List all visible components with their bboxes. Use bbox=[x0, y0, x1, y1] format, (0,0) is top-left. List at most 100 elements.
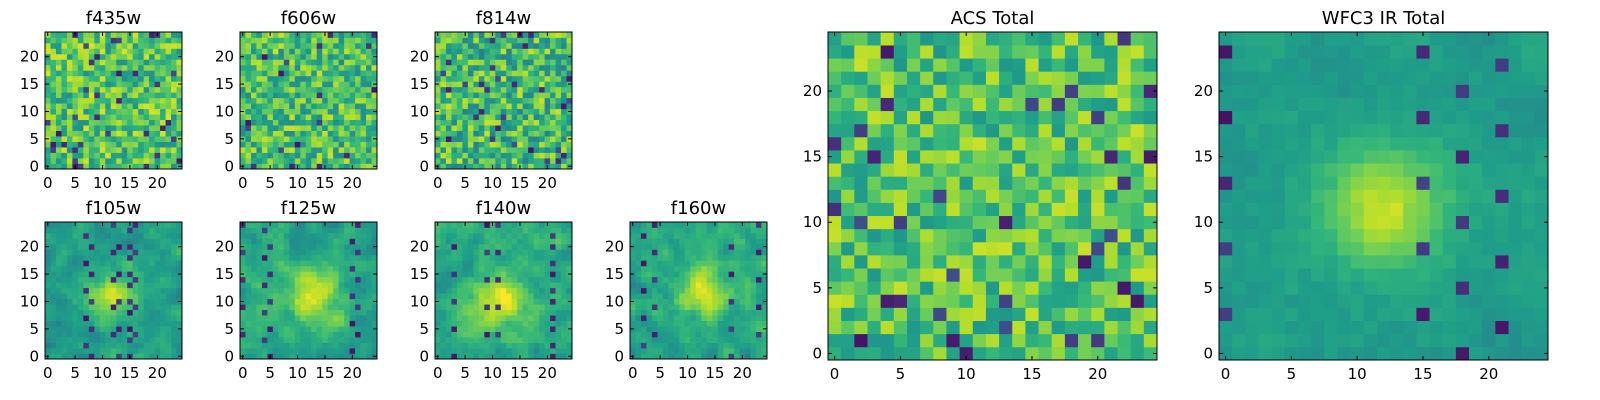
pixel-cell bbox=[371, 304, 378, 311]
pixel-cell bbox=[495, 309, 502, 316]
pixel-cell bbox=[539, 348, 545, 354]
pixel-cell bbox=[673, 249, 680, 256]
pixel-cell bbox=[366, 97, 372, 104]
pixel-cell bbox=[1078, 202, 1092, 217]
pixel-cell bbox=[360, 304, 367, 311]
pixel-cell bbox=[176, 342, 183, 349]
pixel-cell bbox=[561, 70, 567, 77]
x-tick-label: 5 bbox=[265, 364, 275, 382]
pixel-cell bbox=[121, 152, 128, 159]
pixel-cell bbox=[456, 92, 463, 99]
pixel-cell bbox=[506, 42, 513, 49]
pixel-cell bbox=[528, 59, 534, 66]
pixel-cell bbox=[289, 337, 296, 343]
pixel-cell bbox=[283, 59, 290, 66]
pixel-cell bbox=[478, 75, 485, 82]
pixel-cell bbox=[311, 249, 318, 256]
pixel-cell bbox=[267, 232, 274, 239]
pixel-cell bbox=[489, 232, 496, 239]
pixel-cell bbox=[149, 353, 155, 360]
pixel-cell bbox=[1038, 215, 1053, 230]
pixel-cell bbox=[333, 331, 339, 338]
pixel-cell bbox=[533, 125, 540, 131]
pixel-cell bbox=[245, 276, 252, 283]
pixel-cell bbox=[489, 243, 496, 250]
pixel-cell bbox=[828, 176, 842, 190]
pixel-cell bbox=[143, 92, 150, 99]
pixel-cell bbox=[127, 271, 134, 278]
pixel-cell bbox=[245, 92, 252, 99]
pixel-cell bbox=[533, 353, 540, 360]
pixel-cell bbox=[322, 271, 329, 278]
pixel-cell bbox=[1104, 268, 1118, 282]
pixel-cell bbox=[94, 48, 101, 55]
pixel-cell bbox=[154, 320, 161, 327]
pixel-cell bbox=[149, 37, 155, 44]
pixel-cell bbox=[294, 59, 301, 66]
pixel-cell bbox=[756, 227, 762, 234]
pixel-cell bbox=[138, 147, 144, 153]
x-tick-label: 5 bbox=[70, 364, 80, 382]
pixel-cell bbox=[467, 108, 474, 115]
pixel-cell bbox=[511, 32, 518, 38]
pixel-cell bbox=[651, 260, 658, 267]
pixel-cell bbox=[360, 271, 367, 278]
pixel-cell bbox=[278, 119, 285, 126]
pixel-cell bbox=[344, 64, 350, 71]
pixel-cell bbox=[311, 304, 318, 311]
pixel-cell bbox=[1051, 320, 1066, 335]
pixel-cell bbox=[116, 298, 123, 305]
pixel-cell bbox=[143, 53, 150, 60]
pixel-cell bbox=[462, 232, 469, 239]
pixel-cell bbox=[256, 304, 263, 311]
pixel-cell bbox=[349, 53, 356, 60]
pixel-cell bbox=[165, 282, 172, 289]
pixel-cell bbox=[240, 276, 246, 283]
x-tick-label: 10 bbox=[288, 174, 307, 192]
pixel-cell bbox=[473, 147, 480, 153]
pixel-cell bbox=[706, 260, 713, 267]
pixel-cell bbox=[50, 141, 57, 148]
pixel-cell bbox=[94, 75, 101, 82]
pixel-cell bbox=[495, 254, 502, 261]
pixel-cell bbox=[305, 97, 312, 104]
pixel-cell bbox=[1117, 333, 1132, 348]
pixel-cell bbox=[327, 86, 334, 93]
pixel-cell bbox=[132, 309, 139, 316]
pixel-cell bbox=[506, 32, 513, 38]
pixel-cell bbox=[511, 304, 518, 311]
pixel-cell bbox=[322, 125, 329, 131]
pixel-cell bbox=[366, 103, 372, 110]
pixel-cell bbox=[544, 309, 551, 316]
pixel-cell bbox=[651, 337, 658, 343]
pixel-cell bbox=[300, 81, 307, 88]
pixel-cell bbox=[88, 86, 95, 93]
pixel-cell bbox=[283, 42, 290, 49]
pixel-cell bbox=[289, 163, 296, 170]
pixel-cell bbox=[143, 315, 150, 321]
pixel-cell bbox=[278, 331, 285, 338]
pixel-cell bbox=[1078, 255, 1092, 269]
pixel-cell bbox=[999, 163, 1013, 177]
pixel-cell bbox=[176, 232, 183, 239]
pixel-cell bbox=[533, 48, 540, 55]
pixel-cell bbox=[500, 42, 507, 49]
pixel-cell bbox=[66, 353, 73, 360]
pixel-cell bbox=[561, 75, 567, 82]
pixel-cell bbox=[745, 265, 751, 272]
pixel-cell bbox=[662, 265, 669, 272]
pixel-cell bbox=[349, 309, 356, 316]
pixel-cell bbox=[105, 353, 112, 360]
pixel-cell bbox=[105, 249, 112, 256]
pixel-cell bbox=[116, 70, 123, 77]
pixel-cell bbox=[445, 232, 452, 239]
pixel-cell bbox=[149, 232, 155, 239]
pixel-cell bbox=[366, 163, 372, 170]
pixel-cell bbox=[294, 42, 301, 49]
pixel-cell bbox=[105, 293, 112, 300]
pixel-cell bbox=[544, 276, 551, 283]
pixel-cell bbox=[893, 255, 908, 269]
pixel-cell bbox=[138, 271, 144, 278]
pixel-cell bbox=[138, 108, 144, 115]
pixel-cell bbox=[50, 287, 57, 294]
